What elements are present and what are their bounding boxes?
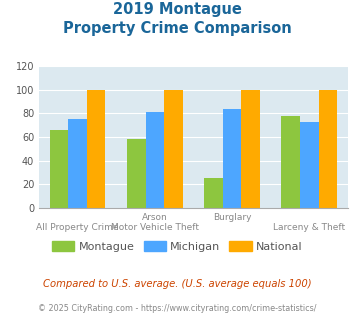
Bar <box>318 90 337 208</box>
Bar <box>164 90 183 208</box>
Bar <box>223 109 241 208</box>
Bar <box>241 90 260 208</box>
Text: Larceny & Theft: Larceny & Theft <box>273 223 345 232</box>
Bar <box>69 119 87 208</box>
Text: 2019 Montague: 2019 Montague <box>113 2 242 16</box>
Bar <box>87 90 105 208</box>
Text: Motor Vehicle Theft: Motor Vehicle Theft <box>111 223 199 232</box>
Text: © 2025 CityRating.com - https://www.cityrating.com/crime-statistics/: © 2025 CityRating.com - https://www.city… <box>38 304 317 313</box>
Bar <box>300 121 318 208</box>
Text: All Property Crime: All Property Crime <box>37 223 119 232</box>
Text: Arson: Arson <box>142 213 168 222</box>
Text: Property Crime Comparison: Property Crime Comparison <box>63 21 292 36</box>
Bar <box>204 178 223 208</box>
Bar <box>282 115 300 208</box>
Bar <box>146 112 164 208</box>
Bar <box>127 139 146 208</box>
Text: Burglary: Burglary <box>213 213 251 222</box>
Legend: Montague, Michigan, National: Montague, Michigan, National <box>48 237 307 256</box>
Bar <box>50 130 69 208</box>
Text: Compared to U.S. average. (U.S. average equals 100): Compared to U.S. average. (U.S. average … <box>43 279 312 289</box>
